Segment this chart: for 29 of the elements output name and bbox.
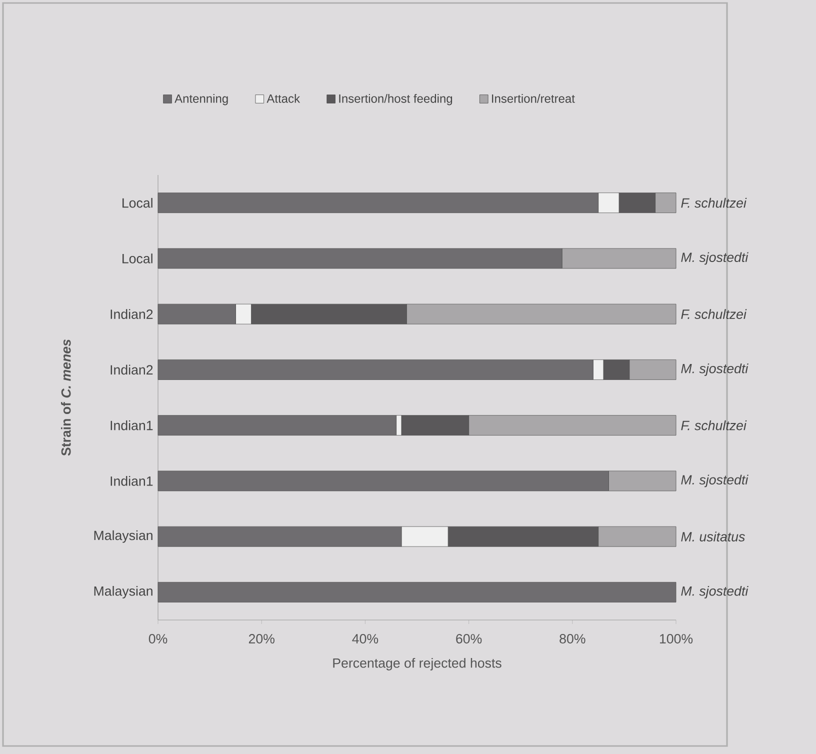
- legend-label: Insertion/retreat: [492, 94, 575, 103]
- text: F. schultzei: [681, 309, 747, 319]
- text: F. schultzei: [681, 420, 747, 430]
- y-tick-label: Malaysian: [94, 530, 152, 543]
- x-tick-label: 80%: [560, 634, 586, 644]
- text: M. sjostedti: [681, 252, 748, 265]
- x-tick-label: 0%: [148, 634, 168, 644]
- y-tick-label: Indian1: [110, 420, 153, 430]
- x-axis-title: Percentage of rejected hosts: [333, 658, 502, 670]
- text: M. sjostedti: [681, 586, 748, 598]
- text: M. usitatus: [681, 532, 745, 542]
- y-tick-label: Indian1: [110, 476, 153, 486]
- legend-label: Antenning: [174, 94, 228, 106]
- y-tick-label: Indian2: [110, 309, 153, 319]
- text: M. sjostedti: [681, 474, 748, 488]
- y-axis-title: Strain of C. menes: [60, 339, 71, 456]
- bar: [158, 582, 676, 602]
- legend-label: Insertion/host feeding: [339, 94, 452, 106]
- y-tick-label: Local: [122, 198, 152, 208]
- x-tick-label: 20%: [248, 634, 274, 644]
- text: M. sjostedti: [681, 363, 748, 376]
- y-tick-label: Indian2: [110, 364, 153, 375]
- x-tick-label: 40%: [352, 634, 378, 644]
- legend-label: Attack: [266, 94, 300, 103]
- x-tick-label: 60%: [456, 634, 482, 644]
- x-tick-label: 100%: [660, 634, 693, 644]
- y-tick-label: Local: [122, 254, 152, 264]
- y-tick-label: Malaysian: [94, 586, 152, 598]
- text: F. schultzei: [681, 198, 747, 208]
